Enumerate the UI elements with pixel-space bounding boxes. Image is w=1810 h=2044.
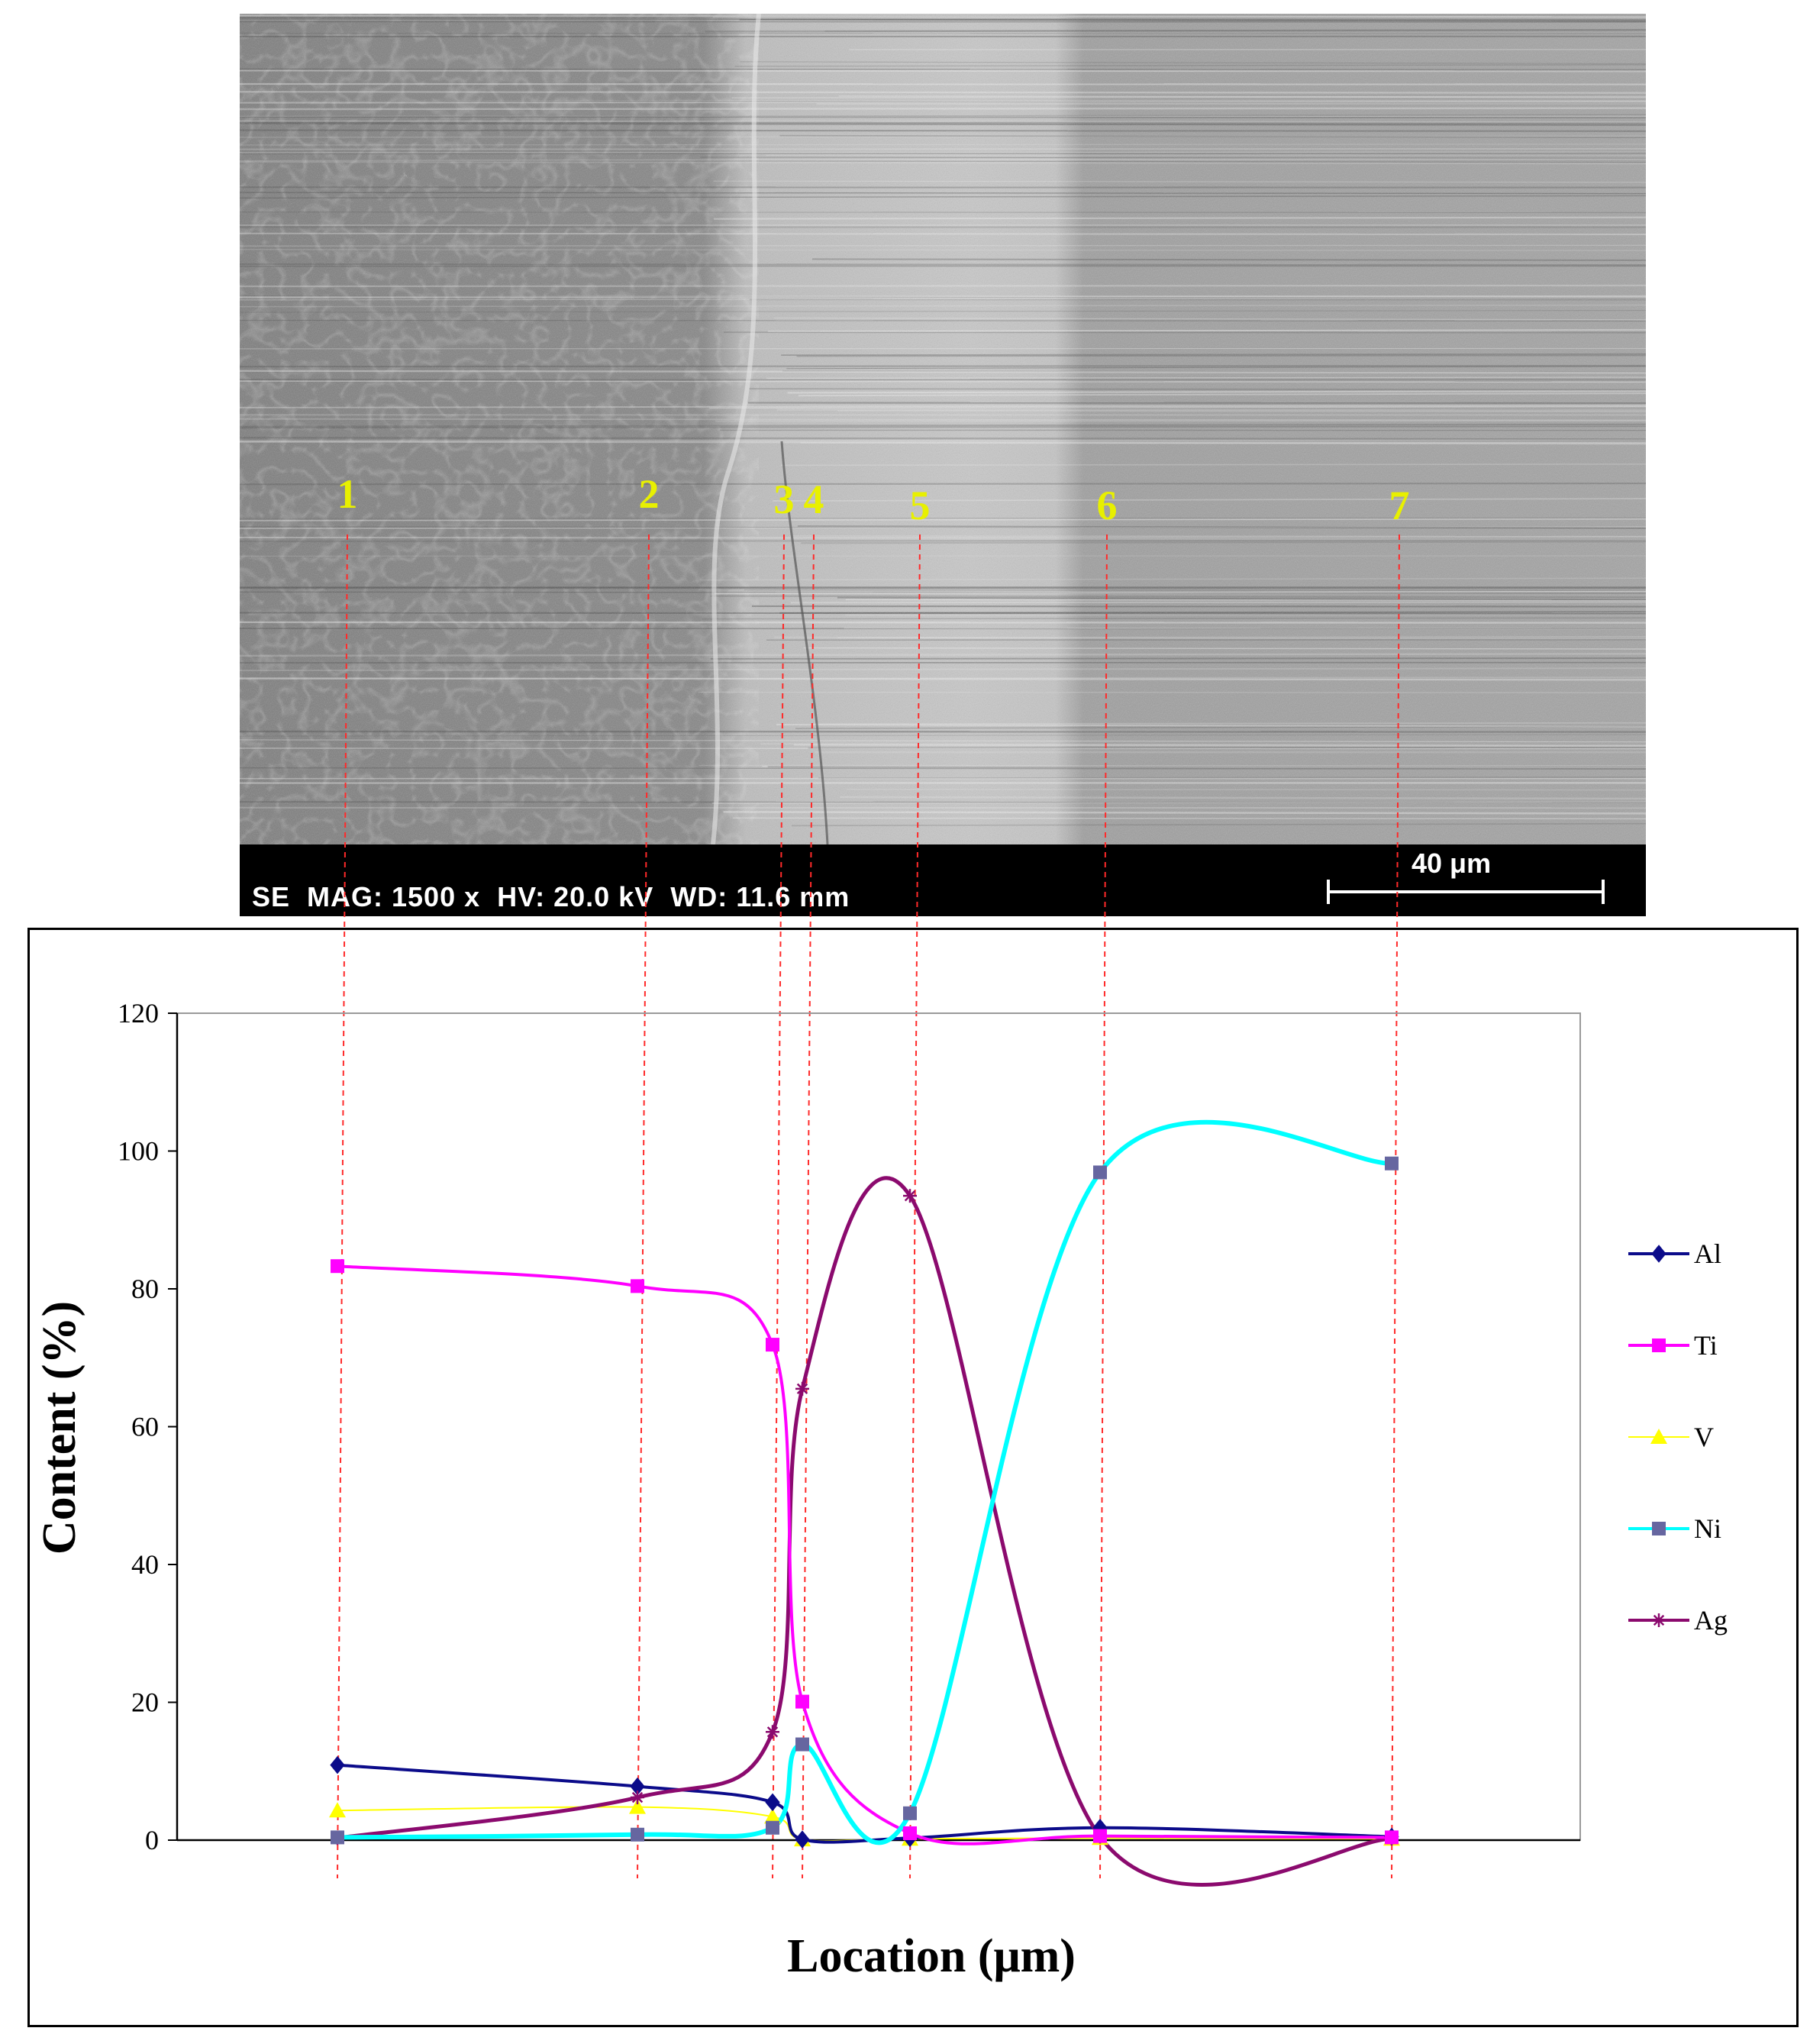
data-point-ti xyxy=(766,1338,779,1352)
y-tick-label: 120 xyxy=(118,998,159,1028)
chart-frame xyxy=(27,928,1799,2027)
scale-bar-label: 40 μm xyxy=(1412,848,1492,879)
data-point-v xyxy=(764,1808,781,1824)
data-point-ag xyxy=(766,1725,779,1739)
point-label: 6 xyxy=(1097,483,1118,528)
data-point-al xyxy=(765,1793,780,1812)
y-tick-label: 0 xyxy=(145,1825,159,1855)
legend-label: V xyxy=(1694,1422,1714,1452)
legend-item-ti: Ti xyxy=(1628,1330,1718,1361)
point-label: 2 xyxy=(639,471,660,517)
legend-label: Ag xyxy=(1694,1605,1728,1636)
legend-label: Al xyxy=(1694,1238,1721,1269)
legend-item-al: Al xyxy=(1628,1238,1721,1269)
point-label: 7 xyxy=(1389,483,1410,528)
sem-info-bar: SE MAG: 1500 x HV: 20.0 kV WD: 11.6 mm 4… xyxy=(240,844,1646,916)
point-label: 3 xyxy=(774,476,795,522)
series-line-al xyxy=(337,1763,1392,1844)
legend-label: Ni xyxy=(1694,1513,1721,1544)
series-line-ti xyxy=(337,1264,1392,1845)
plot-area xyxy=(176,1012,1581,1841)
y-tick-label: 20 xyxy=(131,1687,159,1718)
legend-marker xyxy=(1651,1245,1666,1263)
point-label: 4 xyxy=(804,476,824,522)
legend: Al Ti V Ni Ag xyxy=(1628,1238,1728,1636)
data-point-ni xyxy=(1385,1156,1399,1171)
sem-info-text: SE MAG: 1500 x HV: 20.0 kV WD: 11.6 mm xyxy=(252,881,850,912)
data-point-al xyxy=(795,1830,810,1849)
guide-lines xyxy=(337,534,1400,1879)
data-point-ti xyxy=(903,1826,917,1840)
data-point-ti xyxy=(1093,1829,1107,1843)
series-line-ag xyxy=(337,1176,1392,1887)
y-tick-label: 80 xyxy=(131,1274,159,1304)
sem-micrograph xyxy=(240,14,1646,844)
y-tick-label: 100 xyxy=(118,1136,159,1167)
legend-item-ag: Ag xyxy=(1628,1605,1728,1636)
y-tick-label: 40 xyxy=(131,1549,159,1580)
scale-bar-end xyxy=(1602,880,1605,904)
legend-marker xyxy=(1652,1338,1666,1352)
data-point-ni xyxy=(795,1737,809,1752)
data-point-ag xyxy=(631,1791,644,1805)
x-axis-title: Location (μm) xyxy=(787,1930,1076,1982)
legend-item-ni: Ni xyxy=(1628,1513,1721,1544)
legend-marker xyxy=(1652,1613,1666,1627)
guide-line xyxy=(337,534,348,1879)
data-point-v xyxy=(329,1802,346,1818)
data-point-ag xyxy=(795,1381,809,1396)
data-point-ti xyxy=(631,1279,644,1293)
sem-image-svg xyxy=(240,14,1646,844)
guide-line xyxy=(637,534,650,1879)
scale-bar xyxy=(1327,880,1605,904)
data-point-ti xyxy=(1385,1830,1399,1845)
data-point-ni xyxy=(331,1830,344,1845)
scale-bar-start xyxy=(1327,880,1330,904)
legend-label: Ti xyxy=(1694,1330,1718,1361)
guide-line xyxy=(802,534,815,1879)
y-axis-ticks: 0 20 40 60 80 100 120 xyxy=(118,998,177,1855)
legend-item-v: V xyxy=(1628,1422,1714,1452)
data-point-ni xyxy=(903,1806,917,1820)
series-markers xyxy=(329,1156,1400,1849)
point-label: 1 xyxy=(337,471,358,517)
guide-line xyxy=(1391,534,1400,1879)
series-line-ni xyxy=(337,1119,1392,1845)
y-tick-label: 60 xyxy=(131,1412,159,1442)
guide-line xyxy=(1099,534,1108,1879)
data-point-ti xyxy=(795,1694,809,1709)
legend-marker xyxy=(1652,1522,1666,1535)
y-axis-title: Content (%) xyxy=(34,1301,85,1555)
point-label: 5 xyxy=(910,483,931,528)
data-point-ag xyxy=(903,1189,917,1203)
data-point-ni xyxy=(1093,1165,1107,1180)
data-point-al xyxy=(330,1755,345,1774)
data-point-ni xyxy=(631,1827,644,1842)
data-point-ni xyxy=(766,1820,779,1835)
legend-marker xyxy=(1650,1429,1667,1444)
series-lines xyxy=(337,1119,1392,1887)
data-point-ti xyxy=(331,1259,344,1274)
data-point-v xyxy=(629,1798,646,1814)
